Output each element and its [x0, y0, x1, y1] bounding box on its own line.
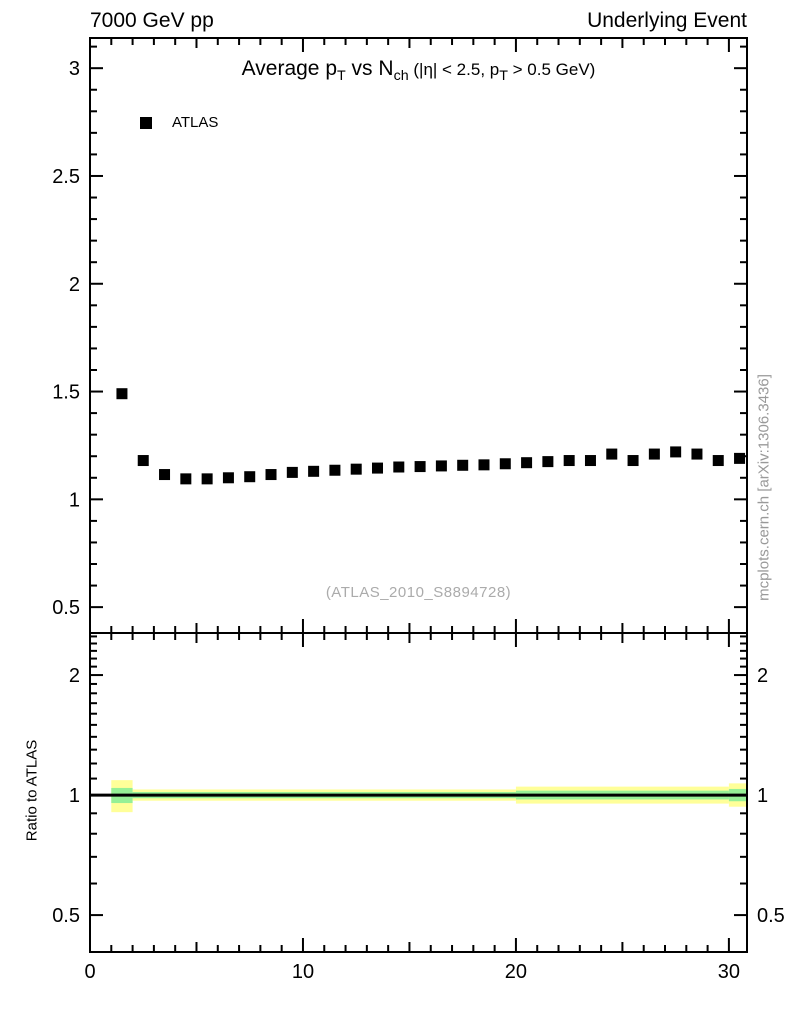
beam-energy-label: 7000 GeV pp — [90, 9, 214, 32]
data-point — [286, 466, 298, 478]
ratio-axis-title: Ratio to ATLAS — [23, 739, 41, 842]
svg-text:1: 1 — [757, 785, 768, 807]
data-point — [627, 455, 639, 467]
analysis-id-watermark: (ATLAS_2010_S8894728) — [325, 584, 512, 601]
svg-text:2: 2 — [69, 274, 80, 296]
svg-text:0.5: 0.5 — [757, 905, 785, 927]
mcplots-arxiv-side-label: mcplots.cern.ch [arXiv:1306.3436] — [755, 374, 773, 601]
data-point — [308, 465, 320, 477]
data-point — [499, 458, 511, 470]
data-point — [435, 460, 447, 472]
panel-frames — [89, 37, 748, 953]
svg-text:3: 3 — [69, 58, 80, 80]
analysis-group-label: Underlying Event — [587, 9, 747, 32]
svg-text:0.5: 0.5 — [52, 597, 80, 619]
data-point — [372, 462, 384, 474]
plot-title: Average pT vs Nch (|η| < 2.5, pT > 0.5 G… — [241, 57, 596, 85]
legend: ATLAS — [140, 114, 218, 131]
ratio-panel-frame — [89, 632, 748, 953]
svg-text:2: 2 — [69, 665, 80, 687]
data-series-atlas — [116, 388, 746, 485]
data-point — [542, 456, 554, 468]
data-point — [159, 469, 171, 481]
svg-text:0: 0 — [84, 961, 95, 983]
axis-ticks — [90, 38, 747, 952]
data-point — [222, 472, 234, 484]
data-point — [350, 463, 362, 475]
data-point — [393, 461, 405, 473]
svg-text:10: 10 — [292, 961, 314, 983]
svg-text:2.5: 2.5 — [52, 166, 80, 188]
data-point — [414, 461, 426, 473]
data-point — [648, 448, 660, 460]
data-point — [606, 448, 618, 460]
data-point — [691, 448, 703, 460]
svg-text:1.5: 1.5 — [52, 382, 80, 404]
data-point — [670, 446, 682, 458]
data-point — [244, 471, 256, 483]
data-point — [180, 473, 192, 485]
data-point — [478, 459, 490, 471]
data-point — [329, 464, 341, 476]
data-point — [116, 388, 128, 400]
axis-tick-labels: 0.511.522.530.5 0.51 12 20 10 20 30 — [52, 58, 785, 983]
filled-square-marker-icon — [140, 116, 152, 129]
data-point — [521, 457, 533, 469]
data-point — [734, 452, 746, 464]
svg-text:2: 2 — [757, 665, 768, 687]
data-point — [137, 455, 149, 467]
data-point — [457, 459, 469, 471]
data-point — [712, 455, 724, 467]
data-point — [584, 455, 596, 467]
svg-text:1: 1 — [69, 489, 80, 511]
data-point — [265, 469, 277, 481]
legend-label-atlas: ATLAS — [172, 114, 219, 131]
svg-text:1: 1 — [69, 785, 80, 807]
svg-text:0.5: 0.5 — [52, 905, 80, 927]
svg-text:30: 30 — [718, 961, 740, 983]
data-point — [563, 455, 575, 467]
figure-header: 7000 GeV pp Underlying Event — [90, 8, 747, 34]
data-point — [201, 473, 213, 485]
svg-text:20: 20 — [505, 961, 527, 983]
